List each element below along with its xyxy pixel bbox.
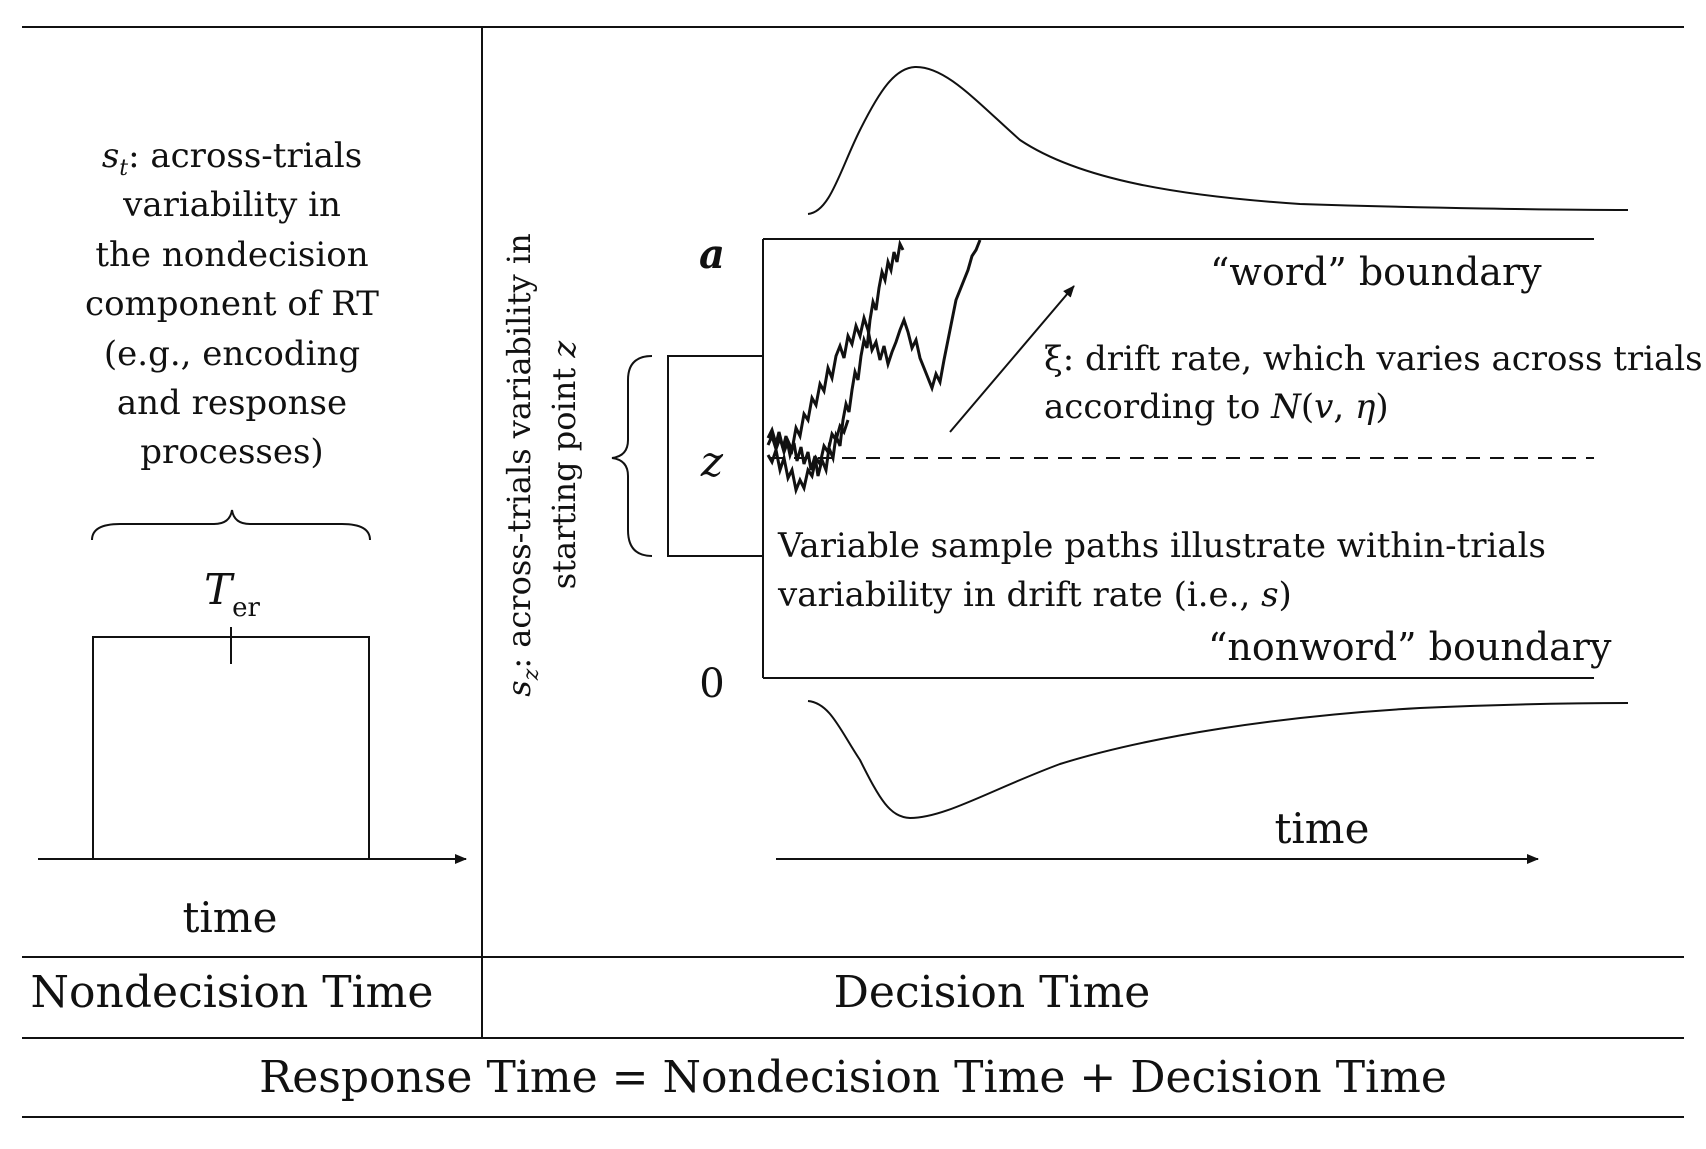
drift-rate-description-line-1: ξ: drift rate, which varies across trial… xyxy=(1044,339,1703,379)
nonword-boundary-label: “nonword” boundary xyxy=(1208,625,1612,669)
sample-path-3 xyxy=(766,419,850,496)
st-line-7: processes) xyxy=(140,432,323,472)
st-line-2: variability in xyxy=(122,185,341,225)
sz-line-1: sz: across-trials variability in xyxy=(500,233,544,696)
word-boundary-label: “word” boundary xyxy=(1210,250,1542,294)
st-line-1: st: across-trials xyxy=(102,136,362,181)
decision-time-label: Decision Time xyxy=(834,967,1151,1018)
st-line-3: the nondecision xyxy=(95,235,368,275)
word-rt-distribution xyxy=(807,65,1629,215)
st-brace xyxy=(91,509,371,541)
sample-paths-description-line-1: Variable sample paths illustrate within-… xyxy=(777,526,1546,566)
z-label: z xyxy=(700,437,724,486)
drift-rate-arrow xyxy=(949,285,1075,433)
drift-rate-description-line-2: according to N(v, η) xyxy=(1044,387,1389,427)
sample-path-2 xyxy=(766,239,982,457)
st-line-6: and response xyxy=(117,383,347,423)
decision-time-axis-label: time xyxy=(1275,804,1370,853)
st-description: st: across-trials variability in the non… xyxy=(85,136,379,472)
sz-line-2: starting point z xyxy=(545,340,583,590)
sample-paths-description-line-2: variability in drift rate (i.e., s) xyxy=(777,575,1292,615)
starting-point-box xyxy=(667,355,764,557)
ter-label: Ter xyxy=(204,565,260,623)
nondecision-time-label: Nondecision Time xyxy=(31,967,434,1018)
st-line-4: component of RT xyxy=(85,284,379,324)
nondecision-time-axis-label: time xyxy=(183,893,278,942)
sz-description: sz: across-trials variability in startin… xyxy=(500,233,583,696)
st-line-5: (e.g., encoding xyxy=(104,334,360,374)
ter-distribution-box xyxy=(92,636,370,860)
nonword-rt-distribution xyxy=(807,700,1629,820)
zero-label: 0 xyxy=(699,661,724,707)
a-label: a xyxy=(699,231,725,278)
response-time-equation: Response Time = Nondecision Time + Decis… xyxy=(259,1052,1447,1103)
sz-brace xyxy=(611,355,653,557)
